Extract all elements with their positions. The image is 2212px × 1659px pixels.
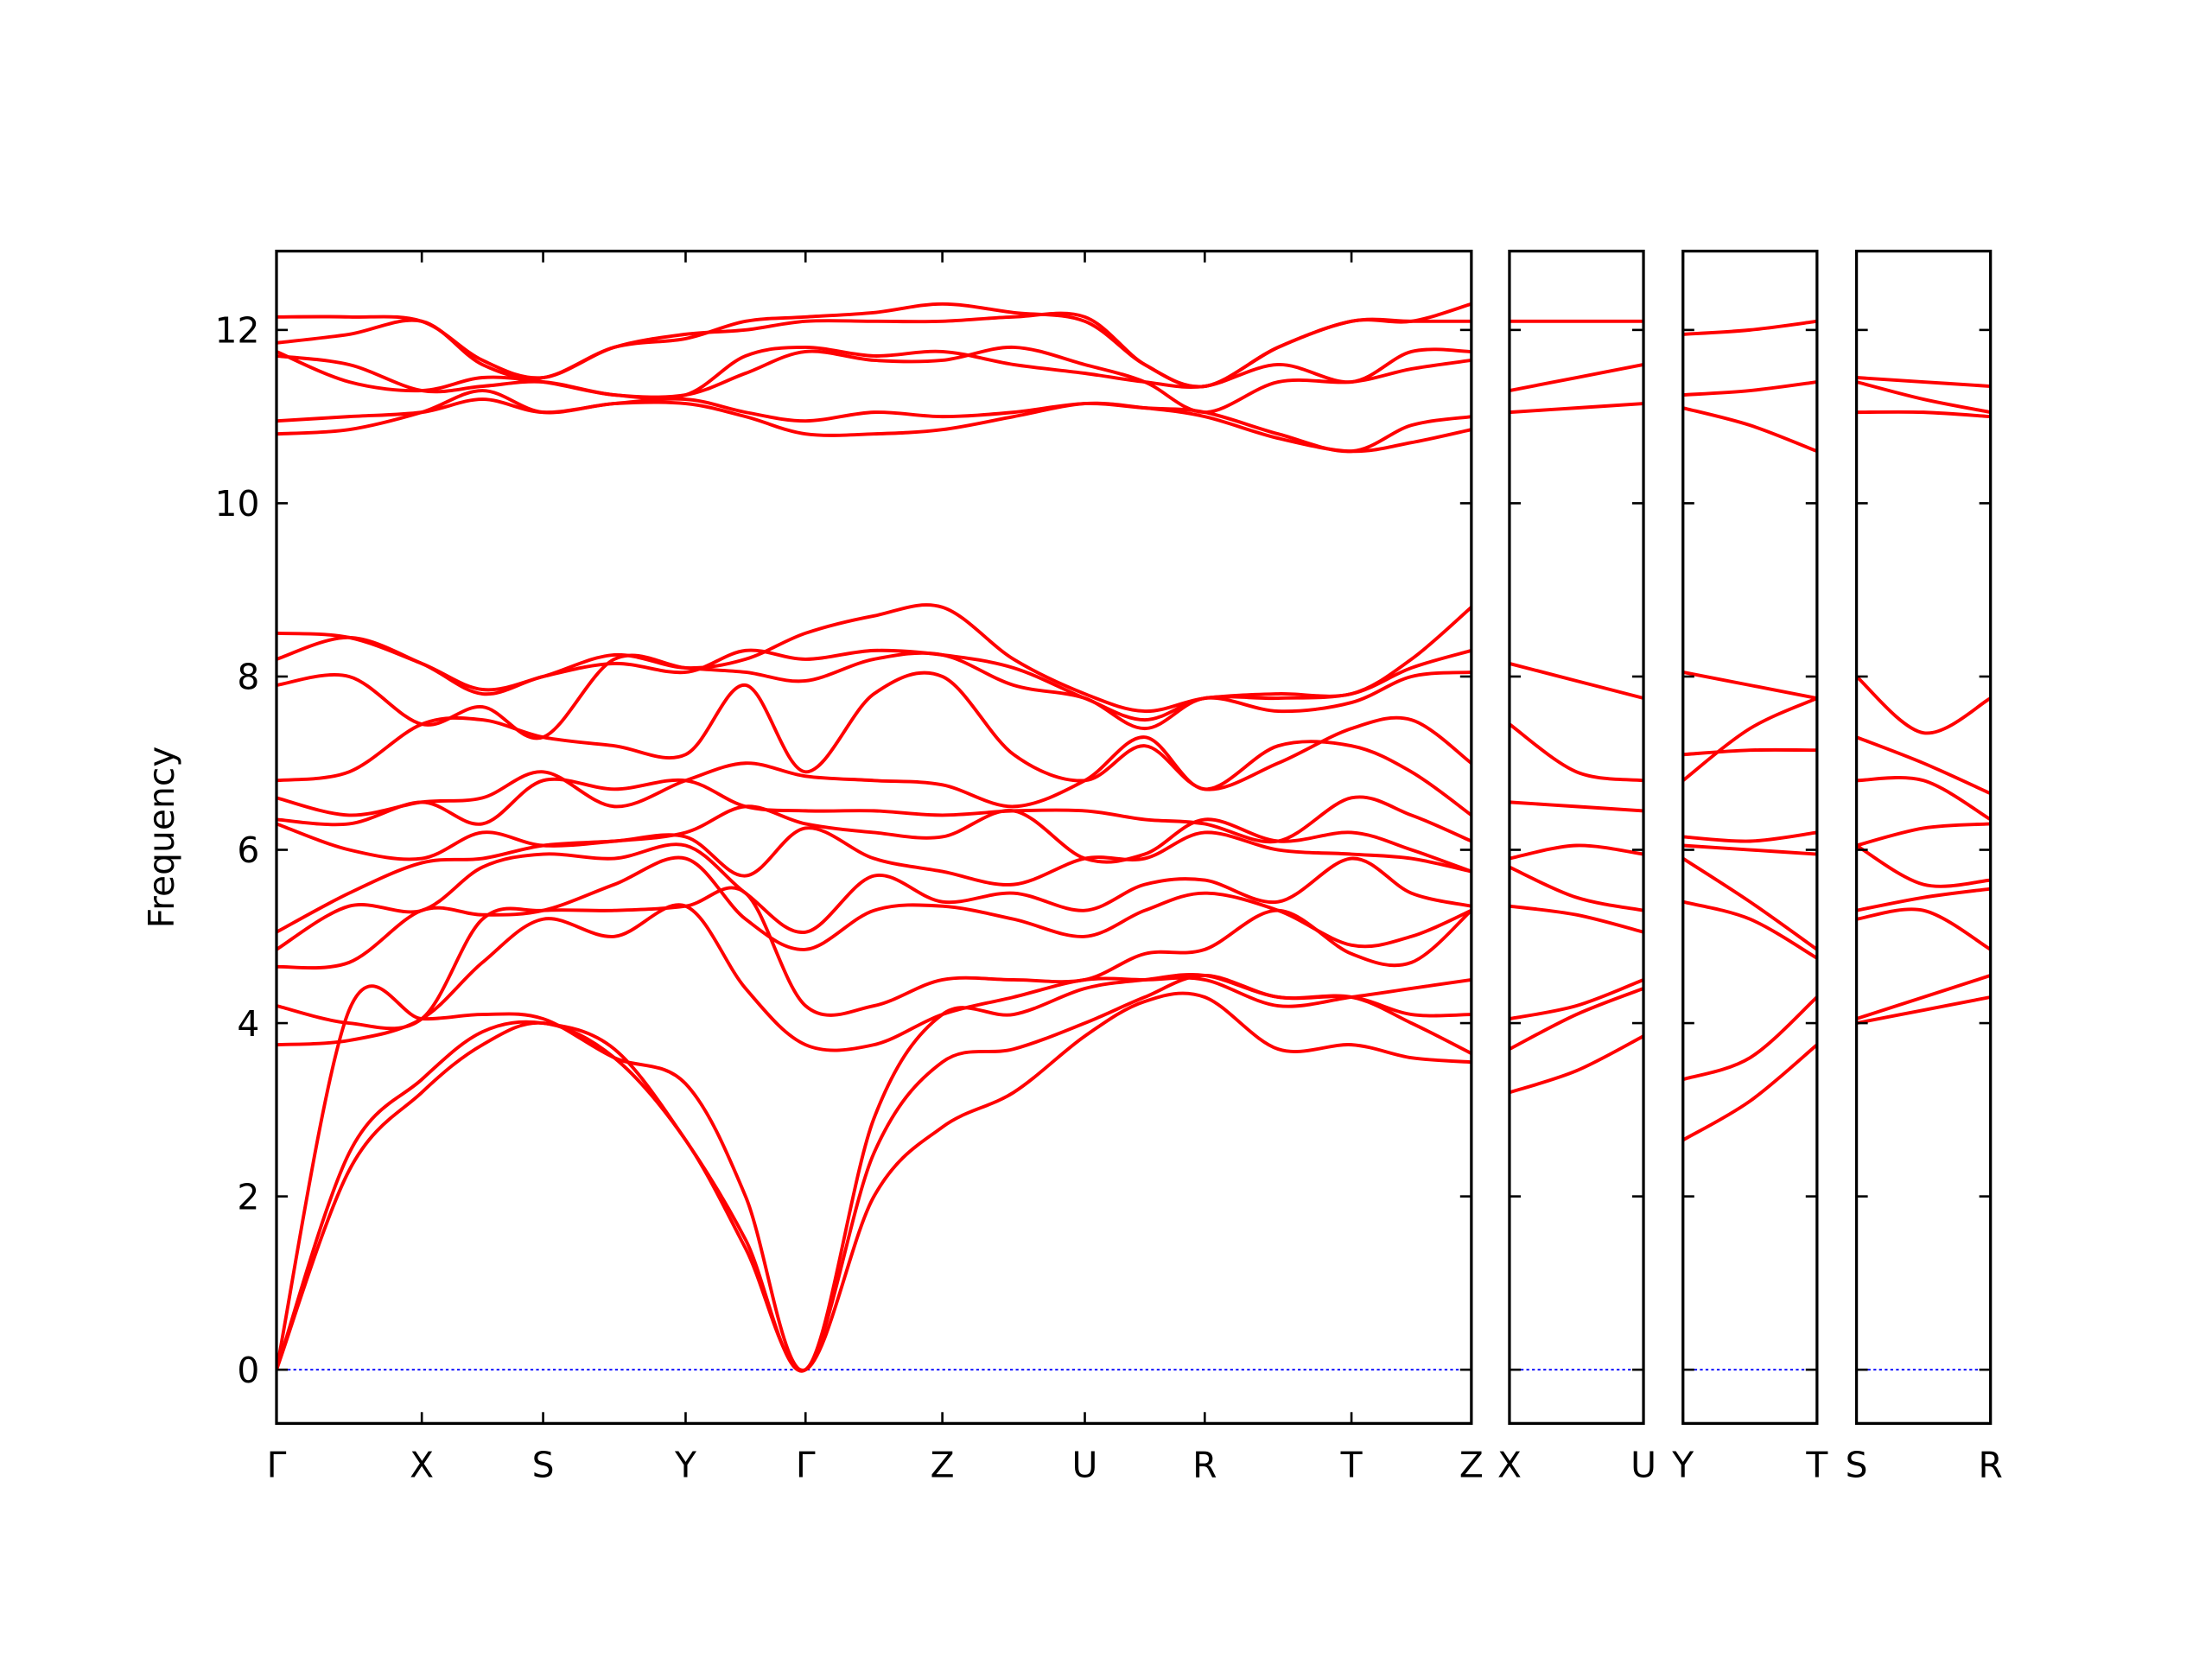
y-tick-label: 0 xyxy=(237,1350,259,1391)
y-tick-label: 8 xyxy=(237,657,259,698)
x-tick-label: R xyxy=(1192,1444,1217,1485)
band-line xyxy=(1856,380,1991,415)
band-line xyxy=(276,671,1471,791)
band-line xyxy=(1856,843,1991,888)
band-line xyxy=(1682,319,1817,336)
band-line xyxy=(276,345,1471,415)
band-line xyxy=(1856,887,1991,912)
x-tick-label: X xyxy=(410,1444,434,1485)
band-line xyxy=(276,735,1471,817)
axes-frame xyxy=(1681,249,1819,1425)
band-line xyxy=(276,397,1471,454)
x-tick-label: Y xyxy=(1671,1444,1694,1485)
band-line xyxy=(1856,822,1991,848)
x-tick-label: R xyxy=(1978,1444,2002,1485)
band-line xyxy=(276,777,1471,844)
x-tick-label: S xyxy=(532,1444,555,1485)
band-line xyxy=(1509,363,1644,392)
band-line xyxy=(1682,406,1817,454)
band-line xyxy=(1682,899,1817,960)
band-line xyxy=(276,603,1471,714)
x-tick-label: Γ xyxy=(796,1444,816,1485)
band-line xyxy=(1856,907,1991,951)
y-tick-label: 12 xyxy=(214,310,259,352)
band-line xyxy=(1856,376,1991,388)
band-line xyxy=(1856,775,1991,822)
band-line xyxy=(276,842,1471,951)
band-line xyxy=(1509,722,1644,783)
band-line xyxy=(1682,830,1817,843)
axes-frame xyxy=(1854,249,1993,1425)
band-line xyxy=(276,903,1471,1052)
band-line xyxy=(1509,904,1644,934)
y-tick-label: 10 xyxy=(214,483,259,524)
axes-frame xyxy=(1508,249,1645,1425)
band-line xyxy=(276,651,1471,741)
band-line xyxy=(276,973,1471,1373)
band-line xyxy=(1682,671,1817,700)
y-tick-label: 2 xyxy=(237,1176,259,1217)
band-line xyxy=(276,302,1471,389)
band-line xyxy=(1509,402,1644,415)
plot-area xyxy=(1856,376,1991,1371)
x-tick-label: U xyxy=(1072,1444,1098,1485)
band-line xyxy=(1856,974,1991,1020)
x-tick-label: Γ xyxy=(267,1444,287,1485)
band-line xyxy=(276,972,1471,1372)
x-tick-label: T xyxy=(1805,1444,1828,1485)
band-line xyxy=(276,302,1471,389)
plot-area xyxy=(1682,319,1817,1371)
x-tick-label: T xyxy=(1340,1444,1363,1485)
y-tick-label: 6 xyxy=(237,830,259,871)
band-line xyxy=(1682,843,1817,856)
x-tick-label: Z xyxy=(1459,1444,1484,1485)
band-line xyxy=(1509,865,1644,912)
band-line xyxy=(276,389,1471,454)
y-axis-label: Frequency xyxy=(141,747,182,929)
band-line xyxy=(1856,410,1991,419)
band-line xyxy=(1682,747,1817,757)
x-tick-label: S xyxy=(1846,1444,1868,1485)
band-line xyxy=(1856,735,1991,796)
x-tick-label: X xyxy=(1497,1444,1522,1485)
band-line xyxy=(1682,995,1817,1082)
band-line xyxy=(1682,856,1817,951)
band-line xyxy=(276,635,1471,722)
plot-area xyxy=(276,302,1471,1373)
band-line xyxy=(1509,800,1644,813)
band-line xyxy=(1682,1043,1817,1142)
band-line xyxy=(1509,843,1644,861)
x-tick-label: U xyxy=(1630,1444,1656,1485)
band-line xyxy=(276,826,1471,934)
axes-frame xyxy=(275,249,1473,1425)
band-line xyxy=(276,991,1471,1372)
x-tick-label: Z xyxy=(931,1444,955,1485)
band-line xyxy=(1509,978,1644,1020)
band-line xyxy=(1856,995,1991,1025)
band-line xyxy=(1682,380,1817,397)
band-line xyxy=(1682,696,1817,782)
band-line xyxy=(1509,662,1644,700)
band-line xyxy=(1856,675,1991,735)
band-line xyxy=(276,855,1471,970)
x-tick-label: Y xyxy=(674,1444,696,1485)
panel: 0 2 4 6 8 10 12 Γ X S Y Γ Z U R T Z Frequency xyxy=(141,249,1484,1485)
band-line xyxy=(276,345,1471,401)
band-line xyxy=(1509,1034,1644,1095)
y-tick-label: 4 xyxy=(237,1003,259,1045)
plot-area xyxy=(1509,319,1644,1371)
band-line xyxy=(1509,987,1644,1051)
